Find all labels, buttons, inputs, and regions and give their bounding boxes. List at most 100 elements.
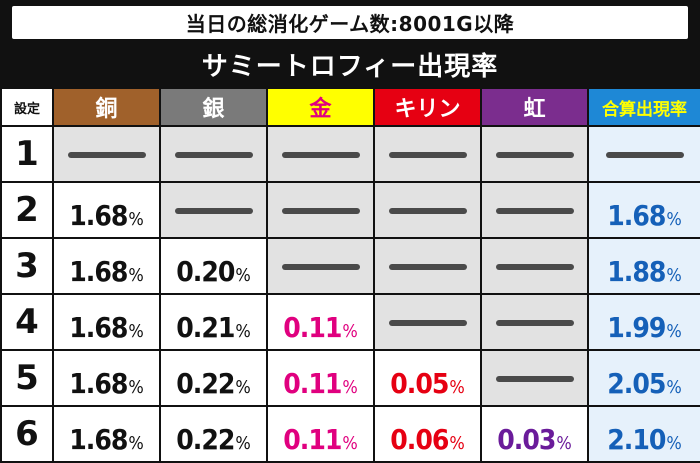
rate-number: 0.05 xyxy=(390,366,449,400)
page-title: 当日の総消化ゲーム数:8001G以降 xyxy=(12,6,688,39)
header-total: 合算出現率 xyxy=(587,87,700,127)
rate-number: 0.11 xyxy=(283,310,342,344)
rate-number: 0.22 xyxy=(176,422,235,456)
cell-total: 1.88% xyxy=(587,237,700,295)
cell-silver: 0.21% xyxy=(159,293,268,351)
rate-number: 0.20 xyxy=(176,254,235,288)
cell-silver xyxy=(159,181,268,239)
total-rate-value: 1.68% xyxy=(607,189,682,232)
percent-sign: % xyxy=(128,264,144,286)
rate-number: 1.99 xyxy=(607,310,666,344)
cell-total: 2.10% xyxy=(587,405,700,463)
total-rate-value: 1.88% xyxy=(607,245,682,288)
cell-silver: 0.22% xyxy=(159,405,268,463)
cell-rainbow xyxy=(480,237,589,295)
bronze-rate-value: 1.68% xyxy=(69,189,144,232)
not-applicable-dash xyxy=(281,264,360,270)
table-row: 3 1.68% 0.20% 1.88% xyxy=(0,237,700,295)
cell-rainbow xyxy=(480,293,589,351)
cell-gold: 0.11% xyxy=(266,405,375,463)
total-rate-value: 1.99% xyxy=(607,301,682,344)
cell-gold xyxy=(266,181,375,239)
cell-bronze: 1.68% xyxy=(52,293,161,351)
silver-rate-value: 0.22% xyxy=(176,413,251,456)
percent-sign: % xyxy=(128,432,144,454)
percent-sign: % xyxy=(235,432,251,454)
rate-number: 1.68 xyxy=(69,422,128,456)
cell-kirin xyxy=(373,125,482,183)
percent-sign: % xyxy=(666,320,682,342)
cell-rainbow xyxy=(480,181,589,239)
not-applicable-dash xyxy=(495,376,574,382)
table-row: 4 1.68% 0.21% 0.11% 1.99% xyxy=(0,293,700,351)
percent-sign: % xyxy=(666,264,682,286)
header-silver: 銀 xyxy=(159,87,268,127)
rate-number: 0.21 xyxy=(176,310,235,344)
header-gold: 金 xyxy=(266,87,375,127)
silver-rate-value: 0.21% xyxy=(176,301,251,344)
setting-number: 4 xyxy=(0,293,54,351)
bronze-rate-value: 1.68% xyxy=(69,413,144,456)
percent-sign: % xyxy=(666,376,682,398)
rate-number: 0.03 xyxy=(497,422,556,456)
not-applicable-dash xyxy=(388,264,467,270)
rate-number: 1.88 xyxy=(607,254,666,288)
setting-number: 1 xyxy=(0,125,54,183)
percent-sign: % xyxy=(342,376,358,398)
total-rate-value: 2.05% xyxy=(607,357,682,400)
cell-kirin xyxy=(373,237,482,295)
not-applicable-dash xyxy=(174,208,253,214)
rate-number: 0.06 xyxy=(390,422,449,456)
header-bronze: 銅 xyxy=(52,87,161,127)
table-row: 1 xyxy=(0,125,700,183)
percent-sign: % xyxy=(342,320,358,342)
bronze-rate-value: 1.68% xyxy=(69,357,144,400)
cell-kirin xyxy=(373,181,482,239)
kirin-rate-value: 0.06% xyxy=(390,413,465,456)
silver-rate-value: 0.22% xyxy=(176,357,251,400)
not-applicable-dash xyxy=(495,208,574,214)
cell-bronze: 1.68% xyxy=(52,237,161,295)
percent-sign: % xyxy=(556,432,572,454)
cell-rainbow xyxy=(480,349,589,407)
percent-sign: % xyxy=(235,376,251,398)
percent-sign: % xyxy=(449,376,465,398)
silver-rate-value: 0.20% xyxy=(176,245,251,288)
bronze-rate-value: 1.68% xyxy=(69,245,144,288)
cell-gold: 0.11% xyxy=(266,349,375,407)
setting-number: 3 xyxy=(0,237,54,295)
rate-number: 1.68 xyxy=(69,254,128,288)
header-kirin: キリン xyxy=(373,87,482,127)
rainbow-rate-value: 0.03% xyxy=(497,413,572,456)
trophy-rate-table: 設定 銅 銀 金 キリン 虹 合算出現率 1 2 1.68% 1.68% 3 1.68% 0… xyxy=(0,87,700,463)
percent-sign: % xyxy=(128,320,144,342)
total-rate-value: 2.10% xyxy=(607,413,682,456)
gold-rate-value: 0.11% xyxy=(283,357,358,400)
rate-number: 2.05 xyxy=(607,366,666,400)
cell-total: 2.05% xyxy=(587,349,700,407)
cell-total xyxy=(587,125,700,183)
table-row: 5 1.68% 0.22% 0.11% 0.05% 2.05% xyxy=(0,349,700,407)
percent-sign: % xyxy=(449,432,465,454)
table-row: 2 1.68% 1.68% xyxy=(0,181,700,239)
rate-number: 0.11 xyxy=(283,366,342,400)
setting-number: 2 xyxy=(0,181,54,239)
not-applicable-dash xyxy=(281,152,360,158)
cell-rainbow xyxy=(480,125,589,183)
rate-number: 2.10 xyxy=(607,422,666,456)
gold-rate-value: 0.11% xyxy=(283,301,358,344)
not-applicable-dash xyxy=(281,208,360,214)
cell-bronze xyxy=(52,125,161,183)
rate-number: 0.11 xyxy=(283,422,342,456)
cell-rainbow: 0.03% xyxy=(480,405,589,463)
setting-number: 5 xyxy=(0,349,54,407)
cell-silver xyxy=(159,125,268,183)
table-subtitle: サミートロフィー出現率 xyxy=(201,51,499,82)
not-applicable-dash xyxy=(388,208,467,214)
percent-sign: % xyxy=(342,432,358,454)
percent-sign: % xyxy=(235,264,251,286)
cell-gold: 0.11% xyxy=(266,293,375,351)
cell-total: 1.99% xyxy=(587,293,700,351)
setting-number: 6 xyxy=(0,405,54,463)
